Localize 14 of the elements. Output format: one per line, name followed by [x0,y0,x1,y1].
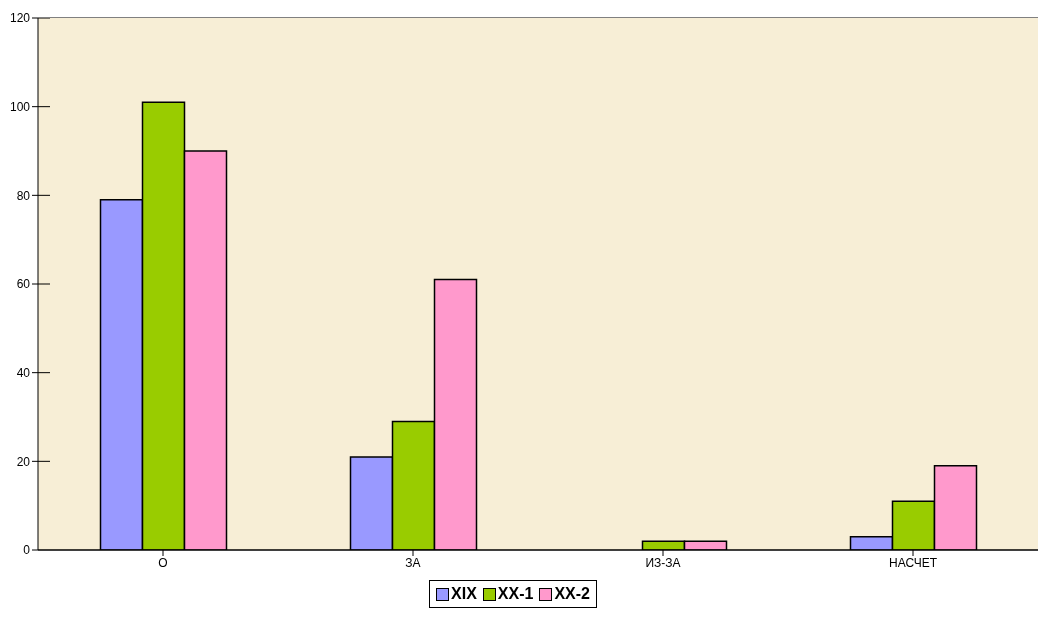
x-tick-label: ЗА [405,555,421,570]
y-tick-label: 80 [16,188,31,203]
legend-label: XX-2 [553,585,590,603]
y-tick-label: 100 [9,99,31,114]
y-tick-label: 40 [16,365,31,380]
x-tick-label: О [158,555,168,570]
y-tick-label: 0 [23,543,31,558]
y-tick-label: 20 [16,454,31,469]
legend-label: XIX [450,585,477,603]
legend-label: XX-1 [496,585,534,603]
x-tick-label: ИЗ-ЗА [645,555,681,570]
y-tick-label: 120 [9,11,31,26]
x-tick-label: НАСЧЕТ [888,555,938,570]
y-tick-label: 60 [16,277,31,292]
